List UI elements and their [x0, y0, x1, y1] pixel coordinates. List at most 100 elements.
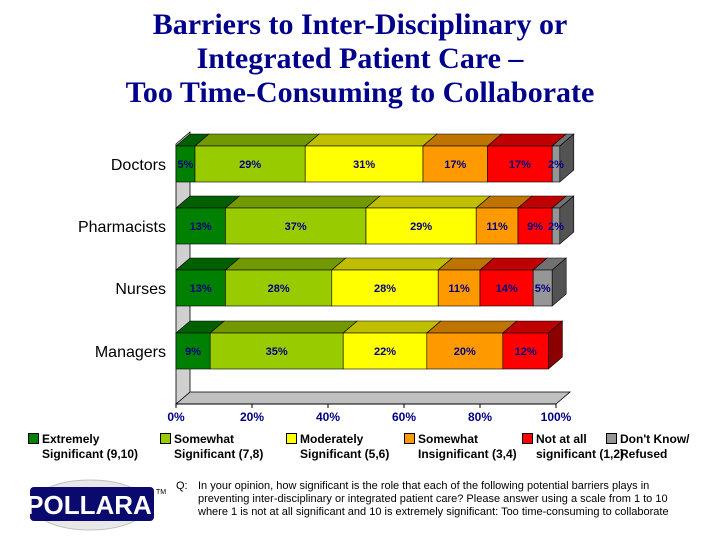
- legend-item-2: Somewhat Significant (7,8): [160, 432, 263, 462]
- bar-top-face: [194, 133, 321, 147]
- bar-segment-managers-5: [501, 320, 564, 370]
- chart-bars: [175, 133, 575, 370]
- bar-front-face: [365, 207, 477, 245]
- bar-front-face: [225, 269, 333, 307]
- bar-segment-pharmacists-3: [365, 195, 492, 245]
- bar-segment-doctors-1: [175, 133, 210, 183]
- category-label-pharmacists: Pharmacists: [78, 219, 166, 236]
- bar-top-face: [224, 195, 381, 209]
- bar-segment-nurses-1: [175, 257, 241, 307]
- segment-label: 2%: [548, 159, 564, 171]
- bar-front-face: [331, 269, 439, 307]
- segment-label: 13%: [190, 283, 212, 295]
- bar-segment-managers-2: [209, 320, 359, 370]
- legend-item-5: Not at all significant (1,2): [522, 432, 624, 462]
- legend-label-line-2: Significant (9,10): [42, 447, 139, 461]
- legend-swatch: [404, 433, 415, 444]
- legend-label-line-1: Extremely: [42, 432, 100, 446]
- category-label-nurses: Nurses: [115, 281, 166, 298]
- legend-label-line-1: Somewhat: [418, 432, 479, 446]
- bar-front-face: [342, 332, 428, 370]
- bar-segment-doctors-2: [194, 133, 321, 183]
- legend-label-line-2: Insignificant (3,4): [418, 447, 517, 461]
- bar-front-face: [437, 269, 481, 307]
- legend-label-line-2: Significant (7,8): [174, 447, 264, 461]
- bar-segment-nurses-4: [437, 257, 495, 307]
- bar-segment-pharmacists-5: [517, 195, 568, 245]
- bar-side-face: [559, 195, 575, 245]
- bar-segment-nurses-3: [330, 257, 454, 307]
- bar-segment-doctors-6: [551, 133, 575, 183]
- bar-segment-doctors-5: [486, 133, 568, 183]
- segment-label: 9%: [527, 221, 543, 233]
- bar-top-face: [224, 257, 347, 271]
- bar-segment-nurses-2: [224, 257, 347, 307]
- bar-top-face: [425, 320, 518, 334]
- legend-item-1: Extremely Significant (9,10): [28, 432, 138, 462]
- bar-top-face: [365, 195, 492, 209]
- logo-text: POLLARA: [28, 490, 152, 520]
- chart-title: Barriers to Inter-Disciplinary or Integr…: [0, 8, 720, 110]
- segment-label: 28%: [268, 283, 290, 295]
- segment-label: 14%: [496, 283, 518, 295]
- legend-swatch: [522, 433, 533, 444]
- segment-label: 12%: [515, 346, 537, 358]
- legend-label-line-1: Moderately: [300, 432, 364, 446]
- segment-label: 29%: [239, 159, 261, 171]
- bar-front-face: [422, 145, 488, 183]
- bar-segment-managers-3: [342, 320, 442, 370]
- title-line-1: Barriers to Inter-Disciplinary or: [152, 8, 568, 41]
- segment-label: 11%: [486, 221, 508, 233]
- bar-segment-pharmacists-2: [224, 195, 381, 245]
- legend-label-line-1: Don't Know/: [620, 432, 690, 446]
- segment-label: 9%: [185, 346, 201, 358]
- x-axis: 0% 20% 40% 60% 80% 100%: [167, 403, 572, 424]
- bar-side-face: [551, 257, 567, 307]
- legend-swatch: [286, 433, 297, 444]
- survey-question: Q: In your opinion, how significant is t…: [176, 480, 696, 519]
- bar-segment-managers-4: [425, 320, 518, 370]
- x-tick-label: 80%: [468, 410, 492, 424]
- category-labels: Doctors Pharmacists Nurses Managers: [78, 157, 166, 361]
- legend-swatch: [160, 433, 171, 444]
- bar-front-face: [175, 207, 226, 245]
- bar-front-face: [487, 145, 553, 183]
- legend-swatch: [606, 433, 617, 444]
- bar-segment-managers-1: [175, 320, 226, 370]
- bar-segment-doctors-4: [422, 133, 503, 183]
- bar-top-face: [209, 320, 359, 334]
- segment-label: 17%: [509, 159, 531, 171]
- segment-label: 2%: [548, 221, 564, 233]
- segment-label: 29%: [410, 221, 432, 233]
- legend-label-line-1: Somewhat: [174, 432, 235, 446]
- stacked-bar-chart: 5% 29% 31% 17% 17% 2% 13% 37% 29% 11% 9% 2% 13% 28% 28…: [78, 131, 575, 424]
- bar-front-face: [225, 207, 367, 245]
- bar-top-face: [330, 257, 454, 271]
- segment-label: 13%: [190, 221, 212, 233]
- bar-top-face: [304, 133, 438, 147]
- segment-label: 31%: [353, 159, 375, 171]
- segment-label: 11%: [448, 283, 470, 295]
- segment-label: 28%: [374, 283, 396, 295]
- x-tick-label: 40%: [316, 410, 340, 424]
- legend-label-line-2: significant (1,2): [536, 447, 625, 461]
- legend-label-line-2: Refused: [620, 447, 668, 461]
- legend-label-line-1: Not at all: [536, 432, 587, 446]
- legend-item-3: Moderately Significant (5,6): [286, 432, 389, 462]
- bar-segment-doctors-3: [304, 133, 438, 183]
- bar-segment-pharmacists-6: [551, 195, 575, 245]
- bar-side-face: [548, 320, 563, 370]
- legend-item-4: Somewhat Insignificant (3,4): [404, 432, 517, 462]
- segment-label: 22%: [374, 346, 396, 358]
- chart-floor: [174, 391, 572, 405]
- segment-label: 37%: [285, 221, 307, 233]
- bar-front-face: [426, 332, 504, 370]
- bar-front-face: [175, 332, 211, 370]
- x-tick-label: 0%: [167, 410, 185, 424]
- title-line-2: Integrated Patient Care –: [196, 42, 524, 75]
- legend-item-6: Don't Know/Refused: [606, 432, 690, 462]
- legend-swatch: [28, 433, 39, 444]
- bar-front-face: [517, 207, 553, 245]
- legend-label-line-2: Significant (5,6): [300, 447, 390, 461]
- category-label-doctors: Doctors: [111, 157, 166, 174]
